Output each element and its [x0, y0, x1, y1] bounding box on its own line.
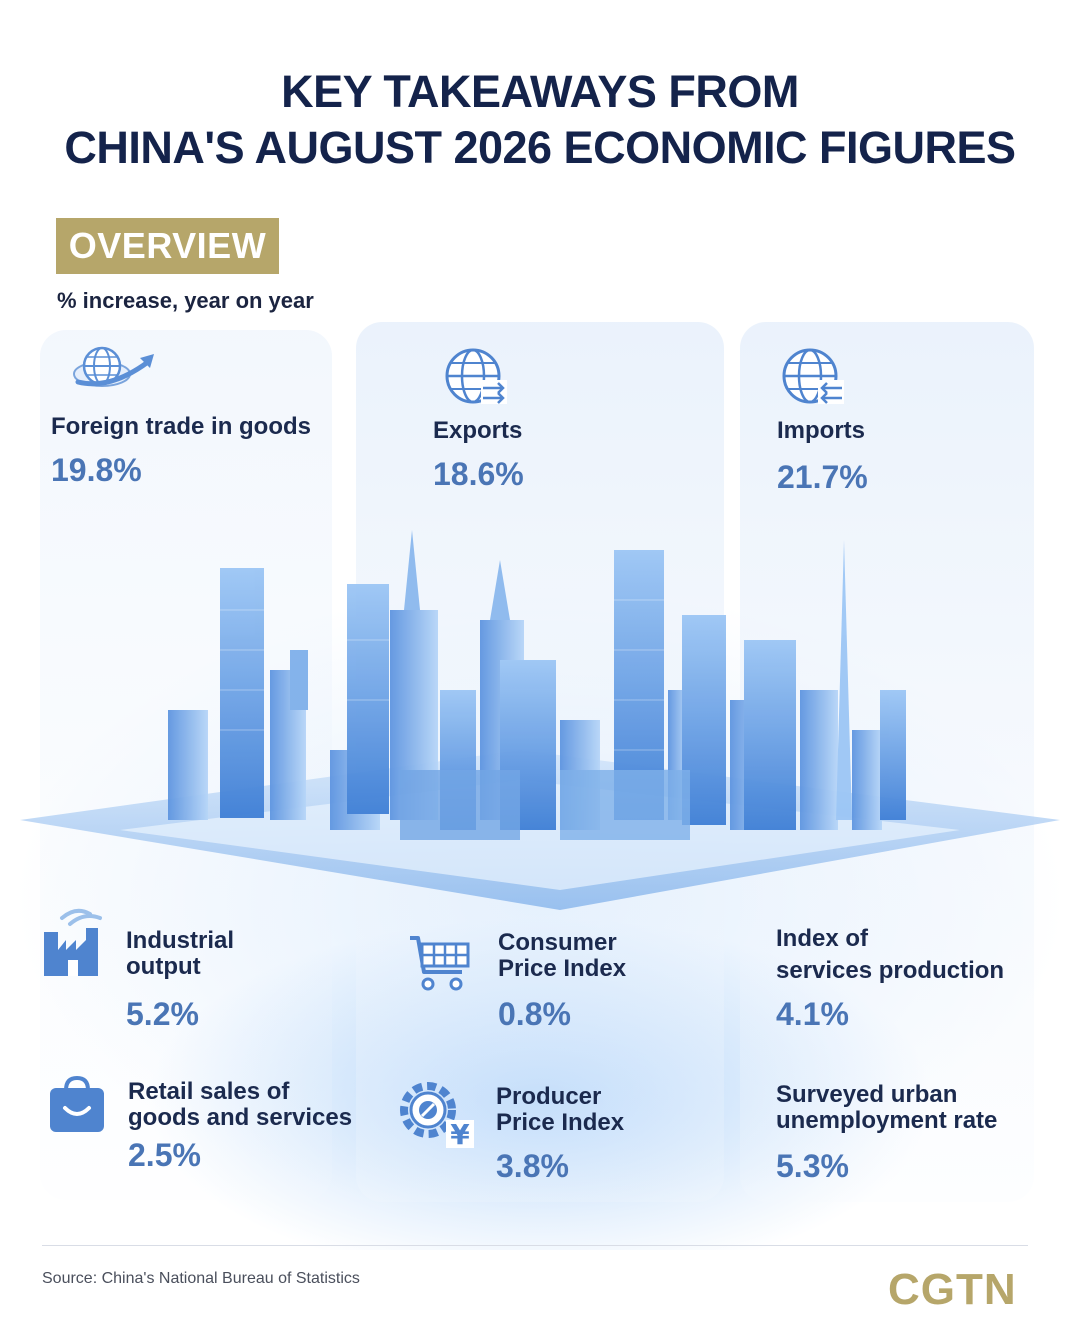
stat-value: 4.1% — [776, 996, 849, 1032]
stat-label: Foreign trade in goods — [51, 413, 312, 440]
stat-value: 3.8% — [496, 1148, 569, 1184]
stat-label-line2: services production — [776, 957, 1005, 984]
stat-value: 5.3% — [776, 1148, 849, 1184]
gear-yuan-icon: ¥ — [400, 1082, 474, 1148]
stat-imports: Imports 21.7% — [777, 417, 868, 496]
stat-label-line1: Retail sales of — [128, 1078, 290, 1105]
globe-arrow-icon — [73, 346, 154, 387]
svg-text:¥: ¥ — [450, 1118, 470, 1148]
globe-export-icon — [445, 348, 507, 404]
overview-tag: OVERVIEW — [56, 218, 279, 274]
factory-icon — [44, 908, 102, 976]
stat-cpi: Consumer Price Index 0.8% — [498, 929, 627, 1033]
stat-industrial-output: Industrial output 5.2% — [126, 927, 235, 1033]
page-title: KEY TAKEAWAYS FROM CHINA'S AUGUST 2026 E… — [0, 64, 1080, 176]
stat-unemployment: Surveyed urban unemployment rate 5.3% — [776, 1081, 998, 1185]
stat-value: 5.2% — [126, 996, 199, 1032]
title-line-1: KEY TAKEAWAYS FROM — [281, 66, 799, 117]
stat-exports: Exports 18.6% — [433, 417, 524, 493]
stat-label-line1: Industrial — [126, 927, 235, 954]
stat-label-line2: goods and services — [128, 1104, 353, 1131]
section-subtitle: % increase, year on year — [57, 288, 314, 313]
footer-divider — [42, 1245, 1028, 1246]
stat-services-index: Index of services production 4.1% — [776, 925, 1005, 1033]
stat-value: 0.8% — [498, 996, 571, 1032]
stat-value: 19.8% — [51, 452, 142, 488]
stat-label: Exports — [433, 417, 523, 444]
stat-label-line1: Producer — [496, 1083, 602, 1110]
stat-retail-sales: Retail sales of goods and services 2.5% — [128, 1078, 353, 1174]
shopping-cart-icon — [410, 936, 470, 991]
stat-label-line1: Index of — [776, 925, 869, 952]
stat-foreign-trade: Foreign trade in goods 19.8% — [51, 413, 312, 489]
stat-value: 18.6% — [433, 456, 524, 492]
source-note: Source: China's National Bureau of Stati… — [42, 1270, 360, 1287]
stat-ppi: Producer Price Index 3.8% — [496, 1083, 625, 1185]
stat-label-line2: Price Index — [498, 955, 627, 982]
stat-label-line2: output — [126, 953, 201, 980]
shopping-bag-icon — [50, 1076, 104, 1132]
globe-import-icon — [782, 348, 844, 404]
stat-label-line2: unemployment rate — [776, 1107, 998, 1134]
stat-label-line2: Price Index — [496, 1109, 625, 1136]
stat-value: 21.7% — [777, 459, 868, 495]
stat-label-line1: Surveyed urban — [776, 1081, 958, 1108]
city-skyline-illustration — [20, 530, 1060, 910]
stat-label: Imports — [777, 417, 866, 444]
stat-value: 2.5% — [128, 1137, 201, 1173]
stat-label-line1: Consumer — [498, 929, 617, 956]
cgtn-logo: CGTN — [888, 1265, 1017, 1314]
title-line-2: CHINA'S AUGUST 2026 ECONOMIC FIGURES — [64, 122, 1016, 173]
